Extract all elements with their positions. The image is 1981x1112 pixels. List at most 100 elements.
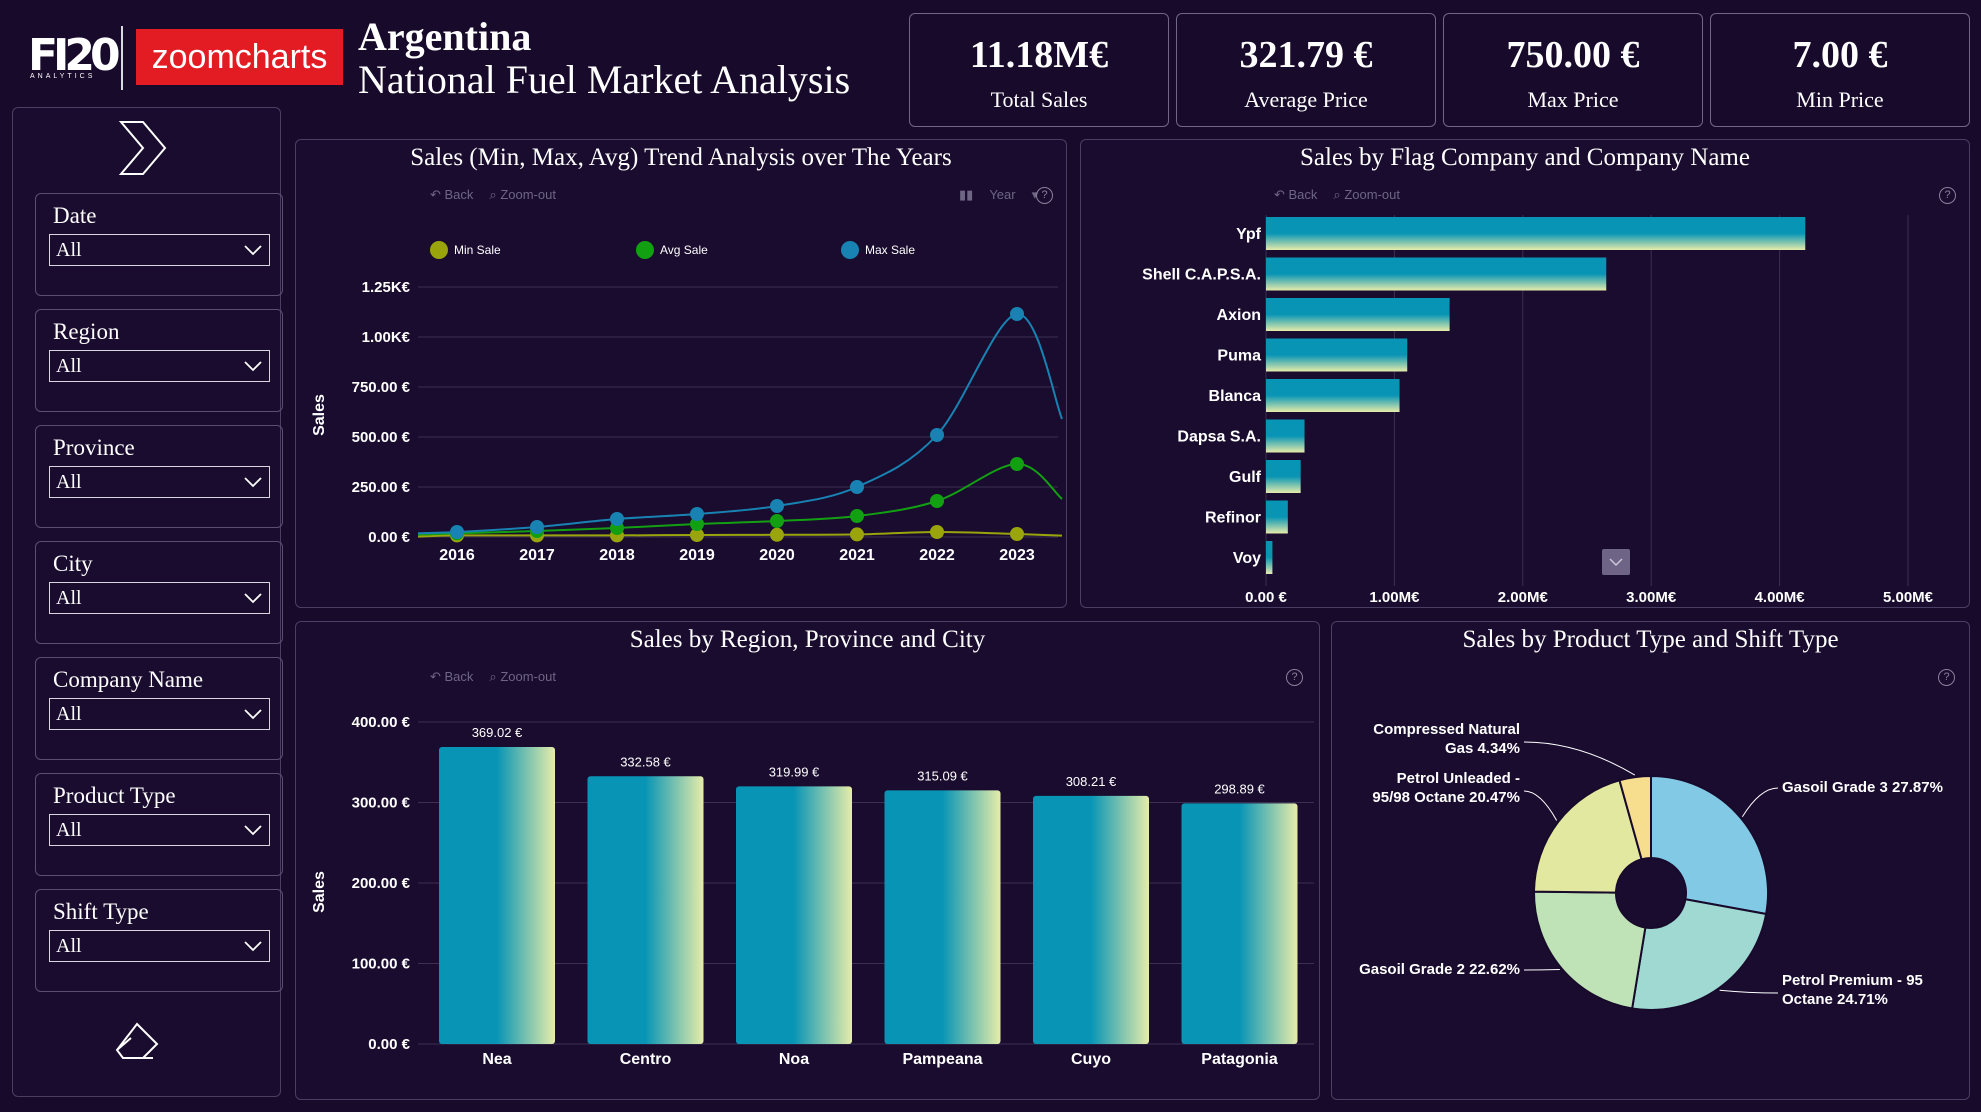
- slicer-value: All: [56, 238, 82, 261]
- zoomcharts-logo: zoomcharts: [136, 29, 343, 85]
- chevron-right-icon[interactable]: [113, 116, 173, 180]
- slicer-dropdown[interactable]: All: [49, 234, 270, 266]
- zoom-out-button[interactable]: ⌕ Zoom-out: [489, 669, 556, 684]
- year-dropdown[interactable]: ▮▮ Year ▾: [959, 187, 1038, 203]
- data-point: [610, 512, 624, 526]
- x-tick-label: Cuyo: [1071, 1051, 1111, 1068]
- data-point: [690, 528, 704, 542]
- legend-marker: [636, 241, 654, 259]
- x-tick-label: 2018: [599, 547, 635, 564]
- slicer-dropdown[interactable]: All: [49, 582, 270, 614]
- y-axis-label: Sales: [311, 394, 328, 436]
- bar: [1266, 257, 1607, 291]
- category-label: Gulf: [1229, 469, 1262, 486]
- slicer-dropdown[interactable]: All: [49, 930, 270, 962]
- zoom-out-label: Zoom-out: [500, 669, 556, 684]
- zoom-out-button[interactable]: ⌕ Zoom-out: [1333, 187, 1400, 202]
- slicer-dropdown[interactable]: All: [49, 814, 270, 846]
- x-tick-label: Patagonia: [1201, 1051, 1278, 1068]
- trend-line-chart[interactable]: Min Sale Avg Sale Max Sale 0.00 € 250.00 € 50…: [296, 210, 1066, 610]
- kpi-value: 321.79 €: [1239, 34, 1373, 76]
- page-subtitle: National Fuel Market Analysis: [358, 57, 851, 102]
- y-tick-label: 750.00 €: [352, 379, 411, 396]
- slice-label: Gasoil Grade 3 27.87%: [1782, 779, 1943, 796]
- slicer-company-name: Company Name All: [35, 657, 283, 760]
- x-tick-label: 2016: [439, 547, 475, 564]
- chevron-down-icon: [244, 361, 262, 372]
- data-point: [1010, 457, 1024, 471]
- kpi-value: 750.00 €: [1506, 34, 1640, 76]
- chevron-down-icon: [244, 709, 262, 720]
- y-tick-label: 400.00 €: [352, 714, 411, 731]
- legend-marker: [430, 241, 448, 259]
- help-icon[interactable]: ?: [1286, 669, 1303, 686]
- category-label: Refinor: [1205, 510, 1261, 527]
- help-icon[interactable]: ?: [1938, 669, 1955, 686]
- chevron-down-icon: [244, 477, 262, 488]
- category-label: Blanca: [1209, 388, 1262, 405]
- y-tick-label: 100.00 €: [352, 956, 411, 973]
- bar: [1266, 338, 1408, 372]
- kpi-label: Max Price: [1527, 87, 1619, 112]
- back-button[interactable]: ↶ Back: [430, 187, 474, 202]
- logo-divider: [121, 26, 123, 90]
- series-line: [417, 530, 1063, 538]
- slicer-dropdown[interactable]: All: [49, 698, 270, 730]
- x-tick-label: 2023: [999, 547, 1035, 564]
- kpi-value: 11.18M€: [969, 34, 1109, 76]
- help-icon[interactable]: ?: [1036, 187, 1053, 204]
- data-label: 332.58 €: [620, 754, 671, 769]
- region-bar-chart[interactable]: 0.00 € 100.00 € 200.00 € 300.00 € 400.00 € Sa…: [296, 692, 1319, 1099]
- kpi-total-sales: 11.18M€ Total Sales: [909, 13, 1169, 127]
- chevron-down-icon: [244, 245, 262, 256]
- data-point: [770, 499, 784, 513]
- data-point: [770, 514, 784, 528]
- x-tick-label: 3.00M€: [1626, 589, 1677, 606]
- category-label: Axion: [1217, 307, 1261, 324]
- flag-company-bar-chart[interactable]: 0.00 € 1.00M€ 2.00M€ 3.00M€ 4.00M€ 5.00M€ Ypf S…: [1081, 210, 1969, 608]
- y-tick-label: 0.00 €: [368, 1036, 410, 1053]
- x-tick-label: Nea: [482, 1051, 511, 1068]
- slicer-value: All: [56, 354, 82, 377]
- slicer-value: All: [56, 934, 82, 957]
- bar: [1181, 803, 1298, 1044]
- bar: [1033, 795, 1149, 1044]
- zoom-out-button[interactable]: ⌕ Zoom-out: [489, 187, 556, 202]
- slicer-dropdown[interactable]: All: [49, 350, 270, 382]
- year-label: Year: [989, 187, 1016, 202]
- slicer-shift-type: Shift Type All: [35, 889, 283, 992]
- caret-down-icon: ▾: [1031, 187, 1039, 202]
- data-point: [930, 494, 944, 508]
- chart-title: Sales (Min, Max, Avg) Trend Analysis ove…: [410, 144, 952, 171]
- x-tick-label: 0.00 €: [1245, 589, 1287, 606]
- slicer-dropdown[interactable]: All: [49, 466, 270, 498]
- help-icon[interactable]: ?: [1939, 187, 1956, 204]
- flag-company-chart-panel: Sales by Flag Company and Company Name ↶…: [1080, 139, 1970, 608]
- x-tick-label: 4.00M€: [1755, 589, 1806, 606]
- x-tick-label: Centro: [620, 1051, 672, 1068]
- chevron-down-icon: [244, 941, 262, 952]
- slicer-value: All: [56, 470, 82, 493]
- trend-chart-panel: Sales (Min, Max, Avg) Trend Analysis ove…: [295, 139, 1067, 608]
- data-point: [690, 507, 704, 521]
- product-donut-chart[interactable]: Gasoil Grade 3 27.87% Petrol Premium - 95…: [1332, 692, 1969, 1099]
- eraser-icon[interactable]: [113, 1020, 163, 1070]
- data-point: [1010, 527, 1024, 541]
- product-chart-panel: Sales by Product Type and Shift Type ? G…: [1331, 621, 1970, 1100]
- leader-line: [1523, 741, 1636, 776]
- pie-slice: [1532, 779, 1643, 894]
- data-point: [530, 520, 544, 534]
- bar: [1266, 500, 1288, 534]
- bar-chart-icon: ▮▮: [959, 187, 974, 202]
- back-button[interactable]: ↶ Back: [430, 669, 474, 684]
- pie-slice: [1650, 774, 1769, 916]
- x-tick-label: 2.00M€: [1498, 589, 1549, 606]
- zoom-out-label: Zoom-out: [1344, 187, 1400, 202]
- data-point: [850, 509, 864, 523]
- x-tick-label: 2017: [519, 547, 555, 564]
- pie-slice: [1618, 774, 1652, 861]
- slicer-date: Date All: [35, 193, 283, 296]
- back-button[interactable]: ↶ Back: [1274, 187, 1318, 202]
- x-tick-label: Pampeana: [902, 1051, 982, 1068]
- chart-title: Sales by Product Type and Shift Type: [1462, 626, 1839, 653]
